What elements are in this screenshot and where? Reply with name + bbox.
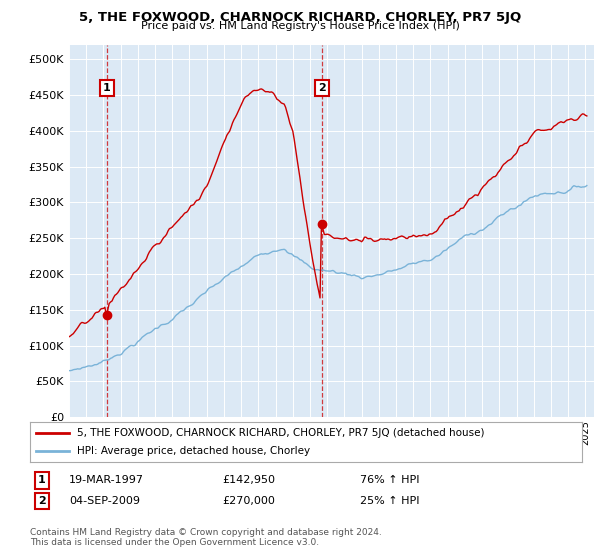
Text: 5, THE FOXWOOD, CHARNOCK RICHARD, CHORLEY, PR7 5JQ: 5, THE FOXWOOD, CHARNOCK RICHARD, CHORLE… [79,11,521,24]
Text: £270,000: £270,000 [222,496,275,506]
Text: HPI: Average price, detached house, Chorley: HPI: Average price, detached house, Chor… [77,446,310,456]
Text: 25% ↑ HPI: 25% ↑ HPI [360,496,419,506]
Text: 1: 1 [38,475,46,486]
Text: 2: 2 [317,83,325,92]
Text: Contains HM Land Registry data © Crown copyright and database right 2024.
This d: Contains HM Land Registry data © Crown c… [30,528,382,547]
Text: 19-MAR-1997: 19-MAR-1997 [69,475,144,486]
Text: £142,950: £142,950 [222,475,275,486]
Text: 1: 1 [103,83,111,92]
Text: Price paid vs. HM Land Registry's House Price Index (HPI): Price paid vs. HM Land Registry's House … [140,21,460,31]
Text: 04-SEP-2009: 04-SEP-2009 [69,496,140,506]
Text: 5, THE FOXWOOD, CHARNOCK RICHARD, CHORLEY, PR7 5JQ (detached house): 5, THE FOXWOOD, CHARNOCK RICHARD, CHORLE… [77,428,484,438]
Text: 76% ↑ HPI: 76% ↑ HPI [360,475,419,486]
Text: 2: 2 [38,496,46,506]
